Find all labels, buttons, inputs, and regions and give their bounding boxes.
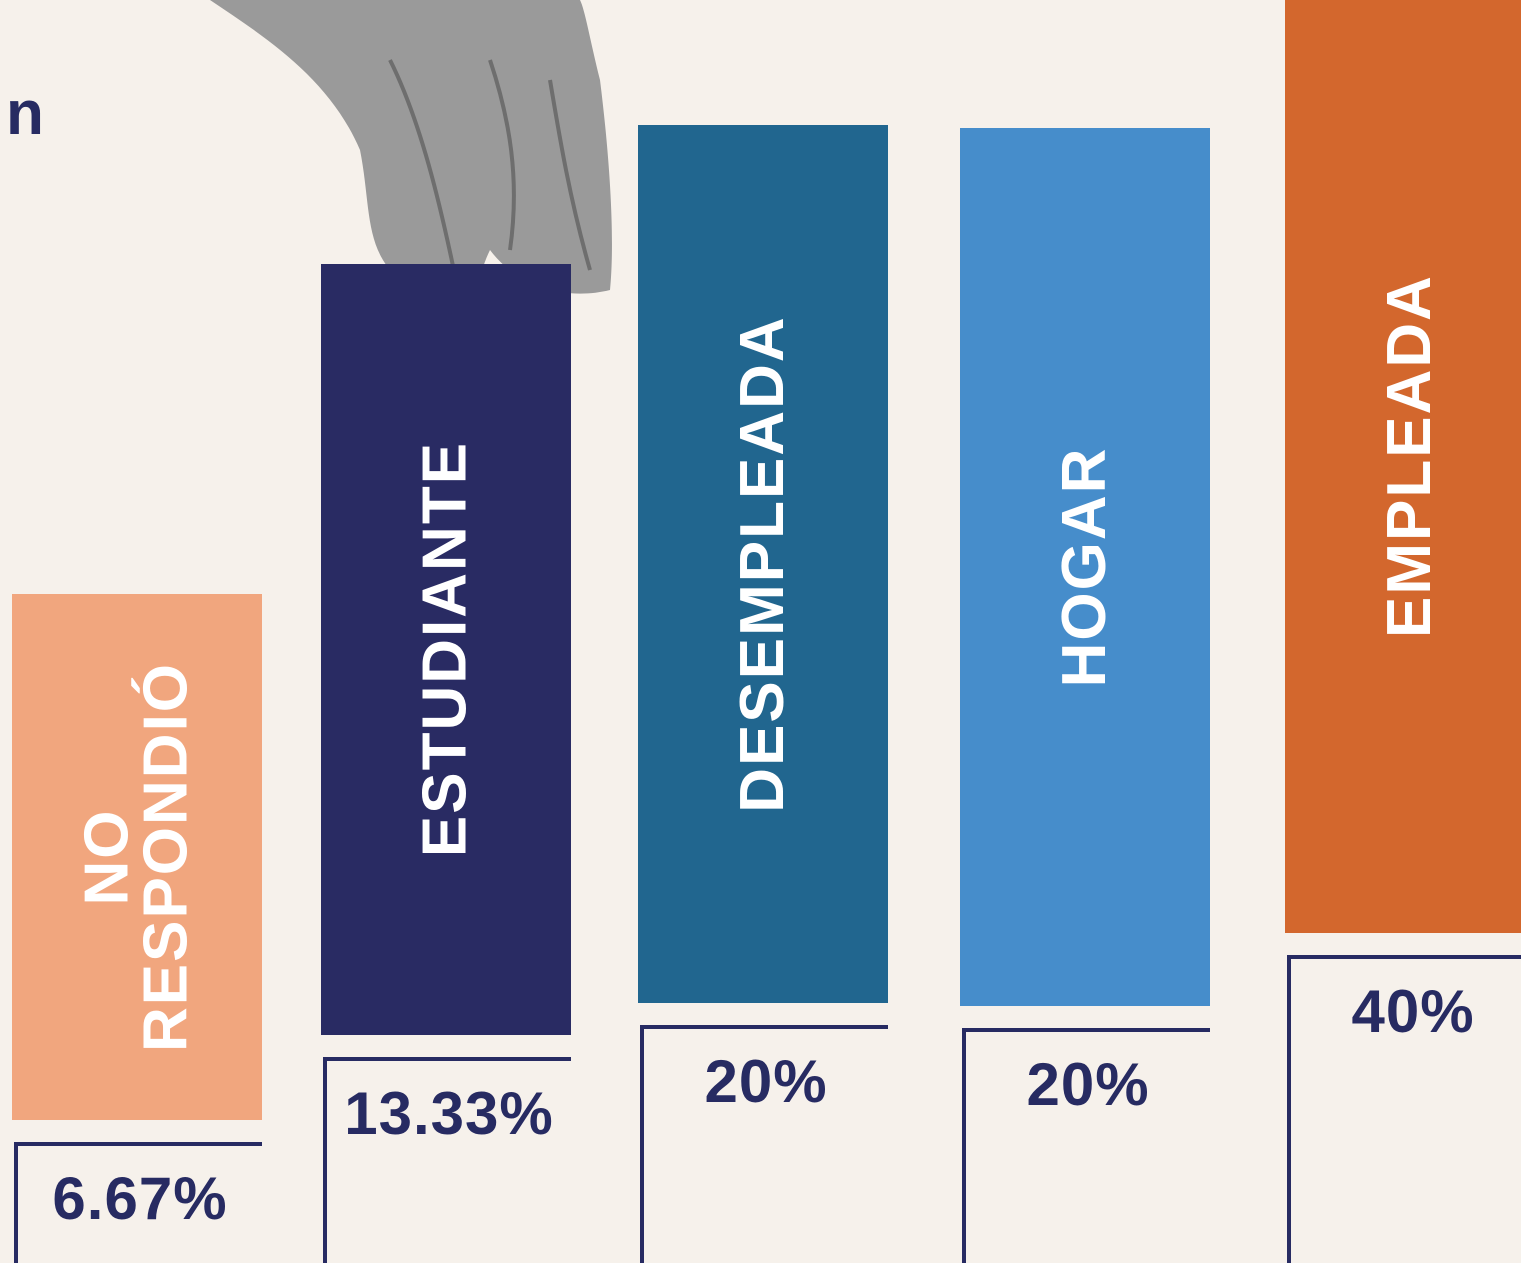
- category-label: ESTUDIANTE: [376, 322, 516, 977]
- category-label: EMPLEADA: [1340, 51, 1480, 861]
- category-label: HOGAR: [1015, 194, 1155, 940]
- value-label: 20%: [966, 1050, 1210, 1119]
- value-label: 20%: [644, 1047, 888, 1116]
- value-label: 13.33%: [327, 1079, 571, 1148]
- chart-title: n: [6, 78, 44, 149]
- category-label: DESEMPLEADA: [693, 191, 833, 937]
- category-label: NO RESPONDIÓ: [67, 634, 207, 1081]
- value-label: 40%: [1291, 977, 1521, 1046]
- value-label: 6.67%: [18, 1164, 262, 1233]
- page: n (() => { const data = JSON.parse(docum…: [0, 0, 1521, 1253]
